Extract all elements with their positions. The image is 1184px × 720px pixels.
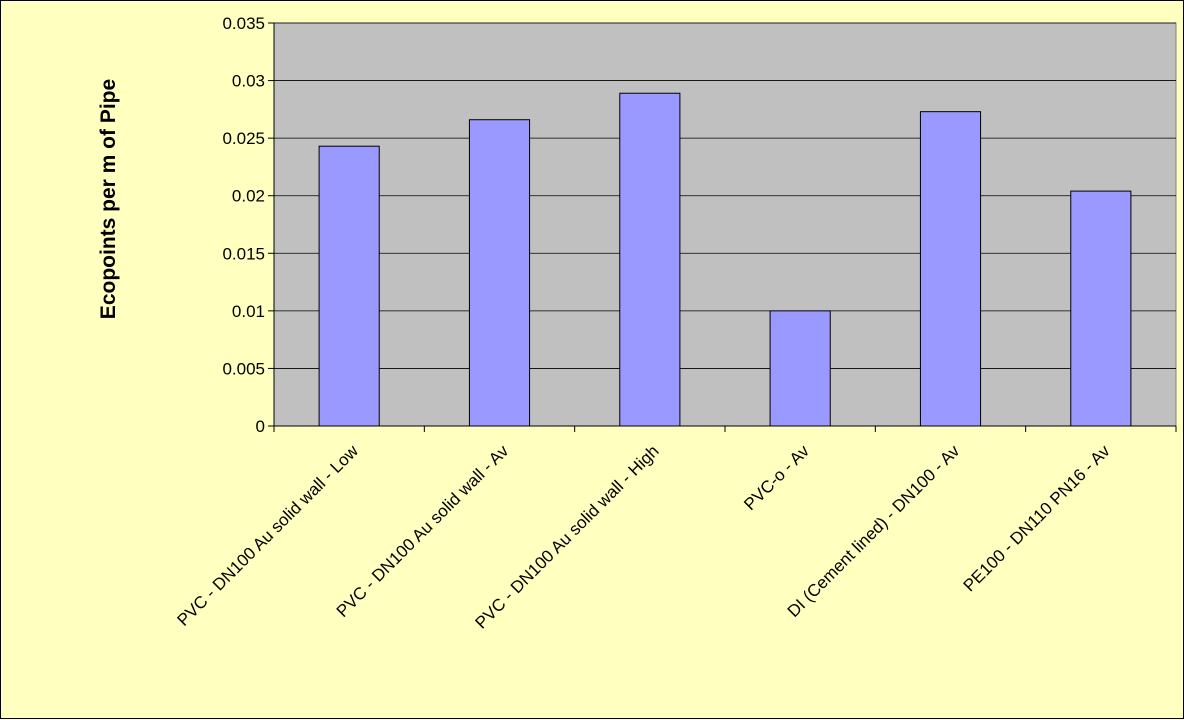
x-tick-label: PVC-o - Av [740,441,813,514]
x-tick-label: PVC - DN100 Au solid wall - High [472,441,663,632]
bar [318,145,380,427]
bar [468,119,531,427]
y-tick-label: 0.03 [232,72,265,91]
x-tick-label: DI (Cement lined) - DN100 - Av [784,441,964,621]
x-tick-label: PVC - DN100 Au solid wall - Av [333,441,513,621]
bar [619,92,681,427]
y-tick-label: 0.035 [222,14,265,33]
x-tick-label: PE100 - DN110 PN16 - Av [960,441,1114,595]
bar [769,310,831,427]
bar [919,111,982,427]
x-tick-label: PVC - DN100 Au solid wall - Low [174,441,363,630]
y-tick-label: 0.01 [232,302,265,321]
plot-area [273,22,1177,427]
y-axis-label: Ecopoints per m of Pipe [97,79,120,319]
y-tick-label: 0 [256,417,265,436]
y-tick-label: 0.005 [222,359,265,378]
y-tick-label: 0.015 [222,244,265,263]
y-tick-label: 0.025 [222,129,265,148]
bar [1070,190,1132,427]
y-tick-label: 0.02 [232,187,265,206]
